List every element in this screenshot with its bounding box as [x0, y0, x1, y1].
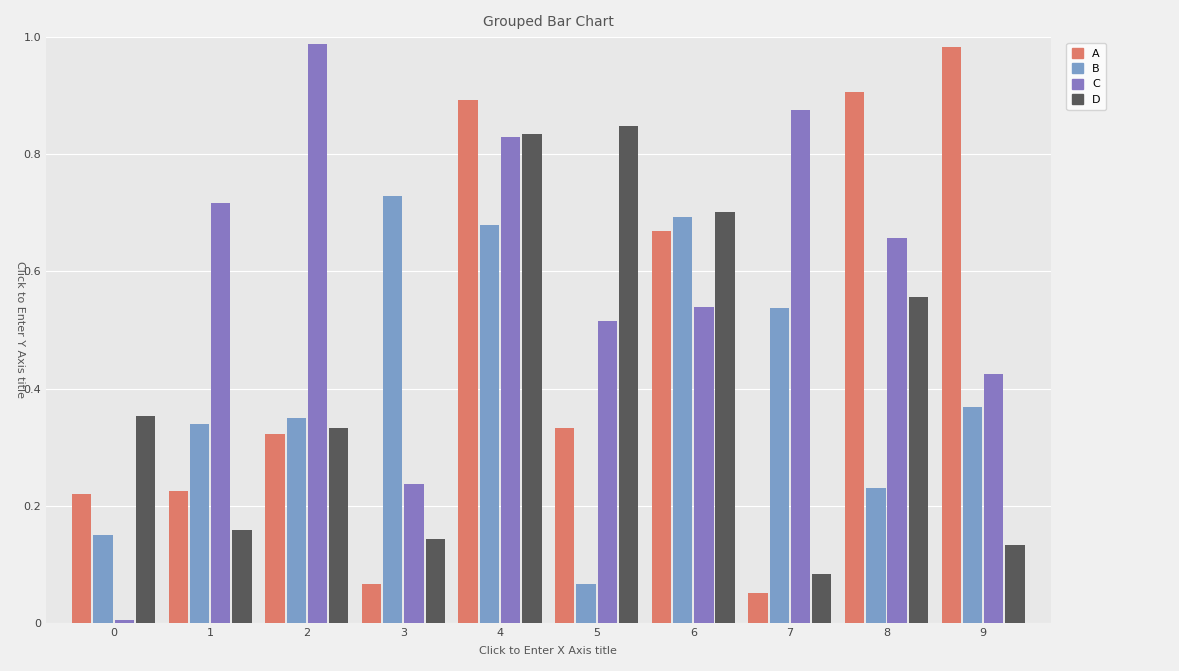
Bar	[812, 574, 831, 623]
Bar	[749, 593, 768, 623]
Bar	[694, 307, 713, 623]
Legend: A, B, C, D: A, B, C, D	[1066, 43, 1106, 110]
Bar	[329, 428, 348, 623]
Bar	[984, 374, 1003, 623]
Bar	[555, 428, 574, 623]
Bar	[1006, 546, 1025, 623]
Bar	[362, 584, 381, 623]
Bar	[265, 434, 284, 623]
Bar	[619, 126, 638, 623]
Y-axis label: Click to Enter Y Axis title: Click to Enter Y Axis title	[15, 262, 25, 399]
Bar	[501, 137, 520, 623]
Bar	[791, 110, 810, 623]
Bar	[845, 92, 864, 623]
Bar	[888, 238, 907, 623]
Bar	[308, 44, 327, 623]
Bar	[72, 495, 91, 623]
Bar	[93, 535, 113, 623]
Bar	[716, 211, 735, 623]
Bar	[598, 321, 617, 623]
Bar	[211, 203, 230, 623]
Bar	[652, 231, 671, 623]
Bar	[404, 484, 423, 623]
Bar	[909, 297, 928, 623]
Bar	[480, 225, 499, 623]
Bar	[232, 530, 252, 623]
Bar	[867, 488, 885, 623]
Bar	[963, 407, 982, 623]
Bar	[522, 134, 541, 623]
Bar	[383, 197, 402, 623]
Bar	[426, 539, 444, 623]
Bar	[459, 100, 477, 623]
Bar	[136, 416, 156, 623]
Bar	[577, 584, 595, 623]
Bar	[673, 217, 692, 623]
Bar	[286, 417, 305, 623]
Bar	[169, 491, 187, 623]
X-axis label: Click to Enter X Axis title: Click to Enter X Axis title	[480, 646, 618, 656]
Bar	[770, 308, 789, 623]
Bar	[942, 47, 961, 623]
Bar	[190, 424, 209, 623]
Title: Grouped Bar Chart: Grouped Bar Chart	[483, 15, 614, 29]
Bar	[114, 621, 134, 623]
